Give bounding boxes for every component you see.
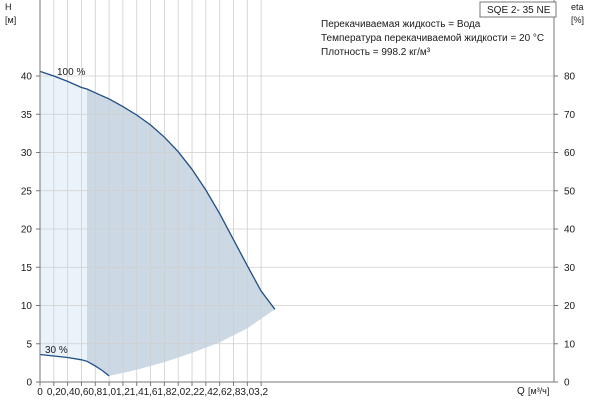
x-tick-label: 2,8 — [227, 387, 241, 398]
x-tick-label: 2,2 — [185, 387, 199, 398]
curve-100-percent — [39, 70, 276, 310]
y-left-tick-label: 20 — [21, 225, 33, 236]
model-label: SQE 2- 35 NE — [487, 5, 551, 16]
info-liquid: Перекачиваемая жидкость = Вода — [321, 19, 481, 30]
y-right-tick-label: 20 — [564, 301, 576, 312]
y-right-tick-label: 30 — [564, 263, 576, 274]
y-right-tick-label: 70 — [564, 110, 576, 121]
x-tick-label: 1,6 — [144, 387, 158, 398]
performance-curves — [39, 70, 276, 377]
y-left-axis-label: H — [5, 2, 12, 12]
y-right-tick-label: 80 — [564, 72, 576, 83]
y-left-tick-label: 25 — [21, 186, 33, 197]
curve-label-100: 100 % — [57, 67, 85, 78]
info-temperature: Температура перекачиваемой жидкости = 20… — [321, 33, 544, 44]
y-right-tick-label: 50 — [564, 186, 576, 197]
x-axis-label: Q — [517, 386, 525, 397]
y-right-tick-label: 60 — [564, 148, 576, 159]
x-tick-label: 3,2 — [254, 387, 268, 398]
y-left-tick-label: 40 — [21, 72, 33, 83]
y-left-tick-label: 35 — [21, 110, 33, 121]
y-left-tick-label: 5 — [26, 339, 32, 350]
curve-30-percent — [39, 353, 110, 377]
region-left — [40, 71, 87, 362]
y-left-tick-label: 0 — [26, 378, 32, 389]
y-right-axis-ticks: 0 10 20 30 40 50 60 70 80 — [554, 72, 576, 389]
x-tick-label: 1,8 — [157, 387, 171, 398]
y-right-tick-label: 0 — [564, 378, 570, 389]
x-tick-label: 1,0 — [102, 387, 116, 398]
x-tick-label: 2,4 — [199, 387, 213, 398]
y-left-tick-label: 15 — [21, 263, 33, 274]
x-axis-unit: [м³/ч] — [528, 386, 549, 396]
y-right-tick-label: 10 — [564, 339, 576, 350]
x-tick-label: 0,8 — [88, 387, 102, 398]
x-tick-label: 1,4 — [130, 387, 144, 398]
y-left-tick-label: 10 — [21, 301, 33, 312]
y-right-axis-unit: [%] — [571, 15, 584, 25]
x-tick-label: 2,6 — [213, 387, 227, 398]
x-tick-label: 0,6 — [75, 387, 89, 398]
y-left-axis-unit: [м] — [5, 15, 16, 25]
x-tick-label: 0,2 — [47, 387, 61, 398]
model-label-box — [479, 1, 557, 18]
y-right-axis-label: eta — [571, 2, 584, 12]
x-tick-label: 0 — [37, 387, 43, 398]
x-tick-label: 1,2 — [116, 387, 130, 398]
grid-lines — [40, 0, 554, 382]
region-main — [87, 89, 275, 376]
operating-regions — [40, 71, 275, 376]
y-left-tick-label: 30 — [21, 148, 33, 159]
info-density: Плотность = 998.2 кг/м³ — [321, 47, 431, 58]
y-right-tick-label: 40 — [564, 225, 576, 236]
x-axis-ticks: 0 0,2 0,4 0,6 0,8 1,0 1,2 1,4 1,6 1,8 2,0 2,2 2,4 2,6… — [37, 382, 269, 398]
x-tick-label: 3,0 — [240, 387, 254, 398]
x-tick-label: 2,0 — [171, 387, 185, 398]
curve-label-30: 30 % — [45, 345, 68, 356]
x-tick-label: 0,4 — [61, 387, 75, 398]
y-left-axis-ticks: 0 5 10 15 20 25 30 35 40 — [21, 72, 40, 389]
